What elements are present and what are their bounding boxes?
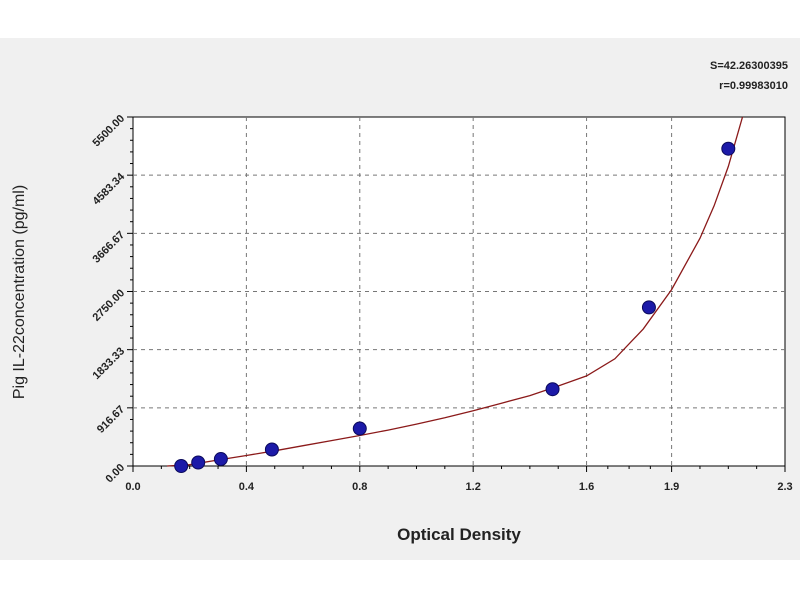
y-tick-label: 0.00 bbox=[104, 462, 128, 486]
y-tick-label: 2750.00 bbox=[91, 287, 128, 324]
y-tick-label: 3666.67 bbox=[91, 229, 128, 266]
data-point bbox=[174, 459, 189, 473]
x-axis-ticks: 0.0 0.4 0.8 1.2 1.6 1.9 2.3 bbox=[125, 466, 793, 493]
x-tick-label: 1.6 bbox=[579, 481, 594, 493]
y-axis-label: Pig IL-22concentration (pg/ml) bbox=[11, 185, 28, 399]
x-tick-label: 0.4 bbox=[239, 481, 255, 493]
y-tick-label: 5500.00 bbox=[91, 113, 128, 150]
x-tick-label: 2.3 bbox=[777, 481, 792, 493]
x-tick-label: 0.0 bbox=[125, 481, 140, 493]
data-point bbox=[545, 382, 560, 397]
data-point bbox=[264, 442, 279, 457]
y-axis-ticks: 0.00 916.67 1833.33 2750.00 3666.67 4583.34 55… bbox=[91, 113, 133, 486]
y-tick-label: 916.67 bbox=[95, 404, 127, 436]
data-point bbox=[191, 455, 206, 470]
data-point bbox=[352, 421, 367, 436]
data-point bbox=[213, 452, 228, 467]
chart-panel: 0.00 916.67 1833.33 2750.00 3666.67 4583.34 55… bbox=[0, 38, 800, 560]
data-point bbox=[641, 300, 656, 315]
s-value-label: S=42.26300395 bbox=[710, 60, 788, 72]
fit-curve bbox=[166, 116, 744, 467]
data-point bbox=[721, 141, 736, 156]
fit-curve-group bbox=[166, 116, 744, 467]
y-tick-label: 1833.33 bbox=[91, 345, 128, 382]
plot-area bbox=[132, 116, 786, 467]
x-tick-label: 0.8 bbox=[352, 481, 367, 493]
y-tick-label: 4583.34 bbox=[91, 170, 128, 207]
x-tick-label: 1.9 bbox=[664, 481, 679, 493]
r-value-label: r=0.99983010 bbox=[719, 80, 788, 92]
x-axis-label: Optical Density bbox=[397, 525, 521, 544]
grid-lines bbox=[133, 117, 785, 466]
data-points bbox=[174, 141, 736, 473]
x-tick-label: 1.2 bbox=[466, 481, 481, 493]
standard-curve-chart: 0.00 916.67 1833.33 2750.00 3666.67 4583.34 55… bbox=[11, 113, 793, 544]
